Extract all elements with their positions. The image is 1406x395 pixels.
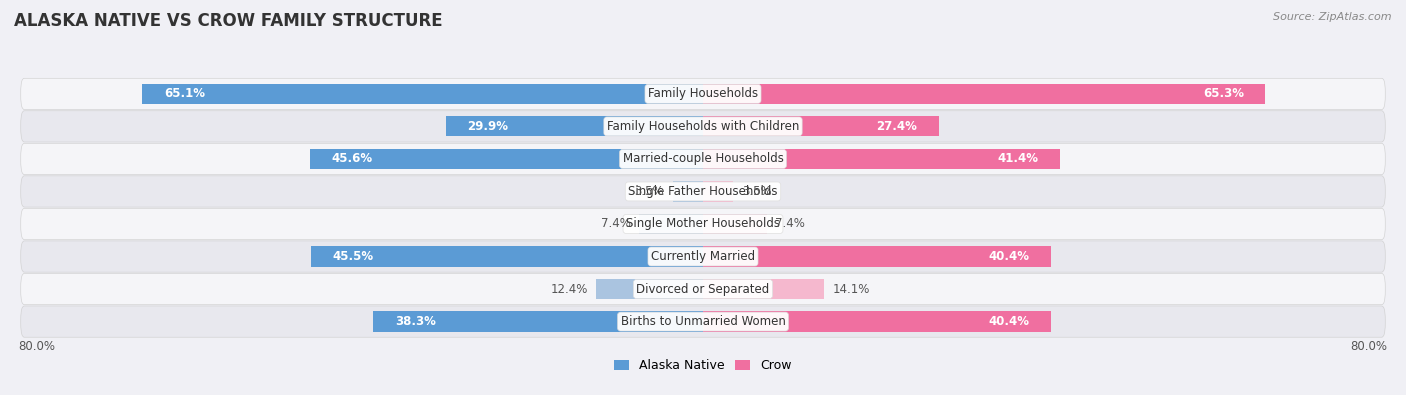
Text: 12.4%: 12.4%	[550, 282, 588, 295]
Text: Married-couple Households: Married-couple Households	[623, 152, 783, 166]
Legend: Alaska Native, Crow: Alaska Native, Crow	[609, 354, 797, 377]
Text: 80.0%: 80.0%	[18, 340, 55, 354]
Text: 45.6%: 45.6%	[332, 152, 373, 166]
FancyBboxPatch shape	[21, 176, 1385, 207]
Text: 7.4%: 7.4%	[600, 218, 631, 231]
Bar	[703, 312, 1050, 332]
Text: Divorced or Separated: Divorced or Separated	[637, 282, 769, 295]
Text: Source: ZipAtlas.com: Source: ZipAtlas.com	[1274, 12, 1392, 22]
Bar	[311, 149, 703, 169]
Bar	[703, 246, 1050, 267]
Bar	[673, 181, 703, 201]
Bar	[373, 312, 703, 332]
FancyBboxPatch shape	[21, 78, 1385, 109]
Text: ALASKA NATIVE VS CROW FAMILY STRUCTURE: ALASKA NATIVE VS CROW FAMILY STRUCTURE	[14, 12, 443, 30]
FancyBboxPatch shape	[21, 111, 1385, 142]
Text: 80.0%: 80.0%	[1351, 340, 1388, 354]
Text: 40.4%: 40.4%	[988, 315, 1029, 328]
Text: Family Households: Family Households	[648, 87, 758, 100]
Text: Currently Married: Currently Married	[651, 250, 755, 263]
Bar	[311, 246, 703, 267]
Text: 3.5%: 3.5%	[742, 185, 772, 198]
Text: 65.3%: 65.3%	[1202, 87, 1244, 100]
Text: Family Households with Children: Family Households with Children	[607, 120, 799, 133]
Text: 41.4%: 41.4%	[997, 152, 1038, 166]
Bar	[703, 181, 733, 201]
Text: Single Father Households: Single Father Households	[628, 185, 778, 198]
FancyBboxPatch shape	[21, 241, 1385, 272]
Text: 40.4%: 40.4%	[988, 250, 1029, 263]
Bar	[596, 279, 703, 299]
Bar	[446, 116, 703, 137]
FancyBboxPatch shape	[21, 209, 1385, 240]
Bar	[703, 279, 824, 299]
Bar	[640, 214, 703, 234]
Bar	[703, 214, 766, 234]
Text: 29.9%: 29.9%	[467, 120, 508, 133]
Text: 65.1%: 65.1%	[165, 87, 205, 100]
FancyBboxPatch shape	[21, 143, 1385, 175]
Text: 7.4%: 7.4%	[775, 218, 806, 231]
Text: 14.1%: 14.1%	[832, 282, 870, 295]
Bar	[142, 84, 703, 104]
Text: 3.5%: 3.5%	[634, 185, 664, 198]
FancyBboxPatch shape	[21, 273, 1385, 305]
FancyBboxPatch shape	[21, 306, 1385, 337]
Text: Births to Unmarried Women: Births to Unmarried Women	[620, 315, 786, 328]
Text: Single Mother Households: Single Mother Households	[626, 218, 780, 231]
Text: 27.4%: 27.4%	[876, 120, 918, 133]
Bar	[703, 116, 939, 137]
Bar	[703, 149, 1060, 169]
Text: 45.5%: 45.5%	[333, 250, 374, 263]
Bar	[703, 84, 1265, 104]
Text: 38.3%: 38.3%	[395, 315, 436, 328]
